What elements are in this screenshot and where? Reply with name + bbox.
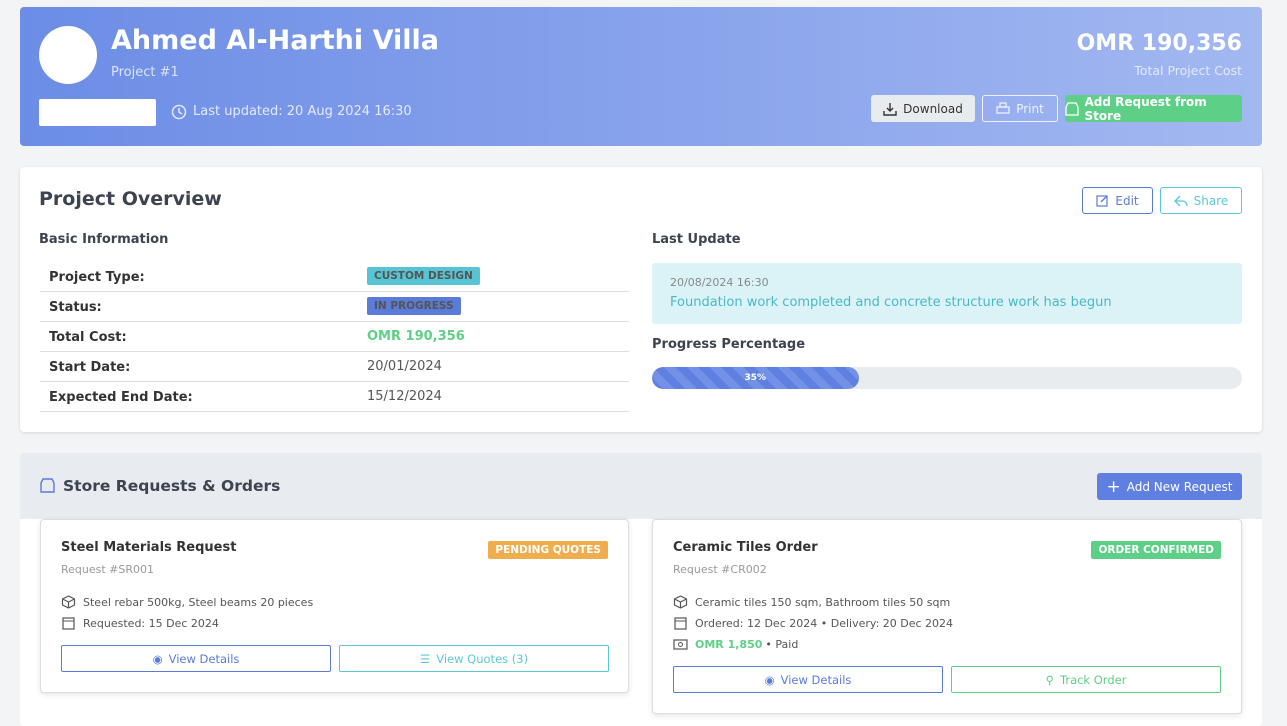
print-button[interactable]: Print xyxy=(982,95,1058,122)
money-icon xyxy=(673,639,688,650)
progress-title: Progress Percentage xyxy=(652,337,806,352)
request-title: Steel Materials Request xyxy=(61,540,237,555)
date-text: Requested: 15 Dec 2024 xyxy=(83,616,219,630)
edit-label: Edit xyxy=(1115,193,1139,208)
basic-info-title: Basic Information xyxy=(39,232,169,247)
placeholder-box xyxy=(39,99,156,126)
request-items: Steel rebar 500kg, Steel beams 20 pieces xyxy=(61,595,313,609)
total-cost-label: Total Project Cost xyxy=(1134,63,1242,78)
info-row: Start Date: 20/01/2024 xyxy=(40,352,629,382)
clock-icon xyxy=(171,104,187,120)
last-updated: Last updated: 20 Aug 2024 16:30 xyxy=(193,104,412,119)
view-quotes-label: View Quotes (3) xyxy=(436,651,529,666)
items-text: Ceramic tiles 150 sqm, Bathroom tiles 50… xyxy=(695,595,951,609)
pin-icon: ⚲ xyxy=(1045,672,1054,687)
request-number: Request #CR002 xyxy=(673,563,767,576)
view-details-button[interactable]: ◉ View Details xyxy=(673,666,943,693)
track-order-label: Track Order xyxy=(1060,672,1127,687)
eye-icon: ◉ xyxy=(764,672,775,687)
track-order-button[interactable]: ⚲ Track Order xyxy=(951,666,1221,693)
items-text: Steel rebar 500kg, Steel beams 20 pieces xyxy=(83,595,314,609)
store-icon xyxy=(40,478,55,493)
last-update-box: 20/08/2024 16:30 Foundation work complet… xyxy=(652,263,1242,324)
info-row: Total Cost: OMR 190,356 xyxy=(40,322,629,352)
type-badge: CUSTOM DESIGN xyxy=(367,267,480,285)
requests-title: Store Requests & Orders xyxy=(63,477,281,495)
update-date: 20/08/2024 16:30 xyxy=(670,276,769,289)
print-label: Print xyxy=(1016,101,1044,116)
share-label: Share xyxy=(1193,193,1229,208)
view-details-label: View Details xyxy=(168,651,240,666)
eye-icon: ◉ xyxy=(152,651,163,666)
view-quotes-button[interactable]: ☰ View Quotes (3) xyxy=(339,645,609,672)
amount-text: OMR 1,850 xyxy=(695,637,763,651)
calendar-icon xyxy=(674,617,687,630)
project-number: Project #1 xyxy=(111,65,179,80)
avatar xyxy=(39,26,97,84)
info-key: Expected End Date: xyxy=(49,390,193,405)
box-icon xyxy=(61,595,76,609)
request-title: Ceramic Tiles Order xyxy=(673,540,818,555)
info-key: Total Cost: xyxy=(49,330,127,345)
request-card: Steel Materials Request Request #SR001 P… xyxy=(40,519,629,693)
project-header: Ahmed Al-Harthi Villa Project #1 Last up… xyxy=(20,7,1262,146)
project-title: Ahmed Al-Harthi Villa xyxy=(111,25,439,56)
add-request-store-label: Add Request from Store xyxy=(1084,94,1207,123)
request-date: Ordered: 12 Dec 2024 • Delivery: 20 Dec … xyxy=(673,616,953,630)
list-icon: ☰ xyxy=(419,651,431,666)
total-cost: OMR 190,356 xyxy=(1076,31,1242,56)
info-row: Expected End Date: 15/12/2024 xyxy=(40,382,629,412)
calendar-icon xyxy=(62,617,75,630)
update-text: Foundation work completed and concrete s… xyxy=(670,295,1112,310)
store-icon xyxy=(1065,101,1079,116)
status-badge: PENDING QUOTES xyxy=(488,541,608,559)
progress-label: 35% xyxy=(744,373,767,383)
add-new-request-button[interactable]: + Add New Request xyxy=(1097,473,1242,500)
progress-track: 35% xyxy=(652,367,1242,389)
download-icon xyxy=(883,102,897,116)
status-badge: IN PROGRESS xyxy=(367,297,461,315)
request-card: Ceramic Tiles Order Request #CR002 ORDER… xyxy=(652,519,1242,714)
share-icon xyxy=(1173,195,1188,206)
print-icon xyxy=(996,101,1010,114)
download-label: Download xyxy=(903,101,963,116)
share-button[interactable]: Share xyxy=(1160,187,1242,214)
info-value: 20/01/2024 xyxy=(367,359,442,374)
info-key: Status: xyxy=(49,300,102,315)
info-row: Status: IN PROGRESS xyxy=(40,292,629,322)
request-payment: OMR 1,850 • Paid xyxy=(673,637,798,651)
add-request-store-button[interactable]: Add Request from Store xyxy=(1065,94,1242,123)
view-details-button[interactable]: ◉ View Details xyxy=(61,645,331,672)
info-value: 15/12/2024 xyxy=(367,389,442,404)
payment-text: • Paid xyxy=(765,637,799,651)
edit-button[interactable]: Edit xyxy=(1082,187,1153,214)
box-icon xyxy=(673,595,688,609)
date-text: Ordered: 12 Dec 2024 • Delivery: 20 Dec … xyxy=(695,616,954,630)
info-row: Project Type: CUSTOM DESIGN xyxy=(40,262,629,292)
request-items: Ceramic tiles 150 sqm, Bathroom tiles 50… xyxy=(673,595,950,609)
info-key: Project Type: xyxy=(49,270,145,285)
info-key: Start Date: xyxy=(49,360,131,375)
add-new-request-label: Add New Request xyxy=(1126,479,1233,494)
plus-icon: + xyxy=(1106,476,1121,497)
info-value: OMR 190,356 xyxy=(367,329,465,344)
edit-icon xyxy=(1096,195,1108,207)
request-date: Requested: 15 Dec 2024 xyxy=(61,616,219,630)
request-number: Request #SR001 xyxy=(61,563,155,576)
overview-title: Project Overview xyxy=(39,188,222,210)
progress-bar: 35% xyxy=(652,367,859,389)
status-badge: ORDER CONFIRMED xyxy=(1091,541,1221,559)
download-button[interactable]: Download xyxy=(871,95,975,122)
requests-header xyxy=(20,453,1262,519)
view-details-label: View Details xyxy=(780,672,852,687)
last-update-title: Last Update xyxy=(652,232,741,247)
